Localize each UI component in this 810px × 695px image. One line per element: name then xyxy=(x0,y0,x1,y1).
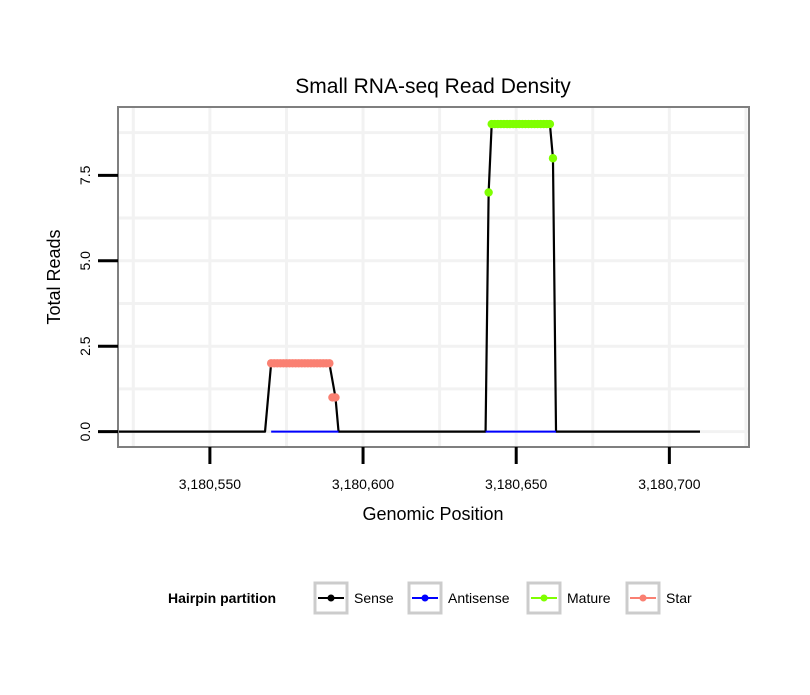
y-tick-label: 2.5 xyxy=(77,336,93,356)
legend-key-point-sense xyxy=(327,594,335,602)
legend-label-star: Star xyxy=(666,590,692,606)
y-tick-label: 0.0 xyxy=(77,422,93,442)
x-tick-label: 3,180,550 xyxy=(179,476,241,492)
plot-background xyxy=(118,107,749,447)
legend-key-point-mature xyxy=(540,594,548,602)
legend-key-point-star xyxy=(639,594,647,602)
x-tick-label: 3,180,700 xyxy=(638,476,700,492)
data-point-mature xyxy=(545,119,555,129)
x-tick-label: 3,180,650 xyxy=(485,476,547,492)
data-point-mature xyxy=(484,188,493,197)
legend-label-mature: Mature xyxy=(567,590,611,606)
y-tick-label: 5.0 xyxy=(77,251,93,271)
legend-key-point-antisense xyxy=(421,594,429,602)
y-tick-label: 7.5 xyxy=(77,165,93,185)
legend-title: Hairpin partition xyxy=(168,590,276,606)
legend-label-sense: Sense xyxy=(354,590,394,606)
x-tick-label: 3,180,600 xyxy=(332,476,394,492)
data-point-mature xyxy=(548,154,558,163)
legend-label-antisense: Antisense xyxy=(448,590,510,606)
x-axis-label: Genomic Position xyxy=(362,504,503,524)
data-point-star xyxy=(325,359,334,368)
chart-title: Small RNA-seq Read Density xyxy=(295,75,571,98)
y-axis-label: Total Reads xyxy=(44,229,64,324)
data-point-star xyxy=(331,393,340,402)
plot-panel-border xyxy=(117,106,750,448)
